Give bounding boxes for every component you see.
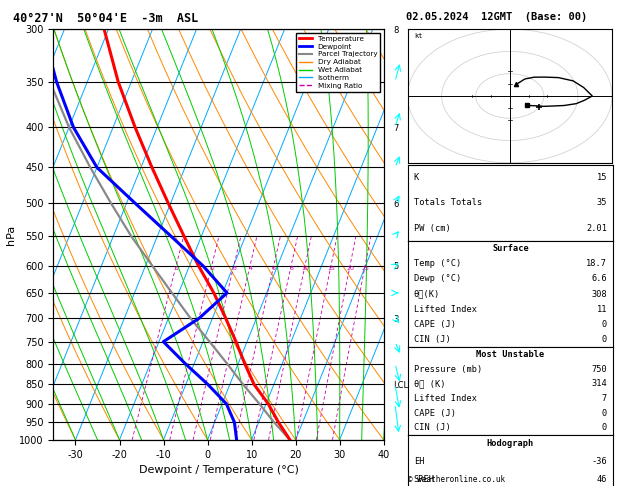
Text: K: K bbox=[414, 174, 419, 182]
Text: Mixing Ratio (g/kg): Mixing Ratio (g/kg) bbox=[417, 215, 426, 295]
Text: CIN (J): CIN (J) bbox=[414, 423, 450, 432]
Text: 3: 3 bbox=[232, 266, 236, 271]
Text: Most Unstable: Most Unstable bbox=[476, 350, 545, 359]
Text: CAPE (J): CAPE (J) bbox=[414, 409, 456, 417]
Text: Pressure (mb): Pressure (mb) bbox=[414, 365, 482, 374]
Text: 11: 11 bbox=[596, 305, 607, 314]
Text: 0: 0 bbox=[602, 409, 607, 417]
Text: 02.05.2024  12GMT  (Base: 00): 02.05.2024 12GMT (Base: 00) bbox=[406, 12, 587, 22]
Text: 40°27'N  50°04'E  -3m  ASL: 40°27'N 50°04'E -3m ASL bbox=[13, 12, 198, 25]
Text: 8: 8 bbox=[289, 266, 293, 271]
Text: Dewp (°C): Dewp (°C) bbox=[414, 274, 461, 283]
Text: Totals Totals: Totals Totals bbox=[414, 198, 482, 208]
Text: 0: 0 bbox=[602, 423, 607, 432]
Text: -36: -36 bbox=[591, 457, 607, 467]
Text: SREH: SREH bbox=[414, 475, 435, 485]
Text: 46: 46 bbox=[596, 475, 607, 485]
Legend: Temperature, Dewpoint, Parcel Trajectory, Dry Adiabat, Wet Adiabat, Isotherm, Mi: Temperature, Dewpoint, Parcel Trajectory… bbox=[296, 33, 380, 92]
Text: 0: 0 bbox=[602, 320, 607, 329]
Y-axis label: hPa: hPa bbox=[6, 225, 16, 244]
Text: Lifted Index: Lifted Index bbox=[414, 394, 477, 403]
Text: 20: 20 bbox=[347, 266, 354, 271]
Text: Surface: Surface bbox=[492, 243, 529, 253]
Text: 308: 308 bbox=[591, 290, 607, 298]
Text: CIN (J): CIN (J) bbox=[414, 335, 450, 345]
Text: 7: 7 bbox=[602, 394, 607, 403]
Text: PW (cm): PW (cm) bbox=[414, 224, 450, 232]
Text: 15: 15 bbox=[596, 174, 607, 182]
Text: 10: 10 bbox=[301, 266, 309, 271]
Text: kt: kt bbox=[415, 33, 423, 39]
Text: Hodograph: Hodograph bbox=[487, 439, 534, 449]
X-axis label: Dewpoint / Temperature (°C): Dewpoint / Temperature (°C) bbox=[138, 465, 299, 475]
Y-axis label: km
ASL: km ASL bbox=[411, 226, 431, 243]
Text: Temp (°C): Temp (°C) bbox=[414, 259, 461, 268]
Text: 6.6: 6.6 bbox=[591, 274, 607, 283]
Text: 750: 750 bbox=[591, 365, 607, 374]
Text: CAPE (J): CAPE (J) bbox=[414, 320, 456, 329]
Text: 314: 314 bbox=[591, 380, 607, 388]
Text: 6: 6 bbox=[272, 266, 276, 271]
Text: 0: 0 bbox=[602, 335, 607, 345]
Text: 2.01: 2.01 bbox=[586, 224, 607, 232]
Text: 25: 25 bbox=[362, 266, 369, 271]
Text: 18.7: 18.7 bbox=[586, 259, 607, 268]
Text: 35: 35 bbox=[596, 198, 607, 208]
Text: 1: 1 bbox=[174, 266, 179, 271]
Text: θᴄ (K): θᴄ (K) bbox=[414, 380, 445, 388]
Text: θᴄ(K): θᴄ(K) bbox=[414, 290, 440, 298]
Text: 4: 4 bbox=[248, 266, 252, 271]
Text: Lifted Index: Lifted Index bbox=[414, 305, 477, 314]
Text: © weatheronline.co.uk: © weatheronline.co.uk bbox=[408, 474, 504, 484]
Text: 2: 2 bbox=[210, 266, 214, 271]
Text: EH: EH bbox=[414, 457, 425, 467]
Text: 15: 15 bbox=[327, 266, 335, 271]
